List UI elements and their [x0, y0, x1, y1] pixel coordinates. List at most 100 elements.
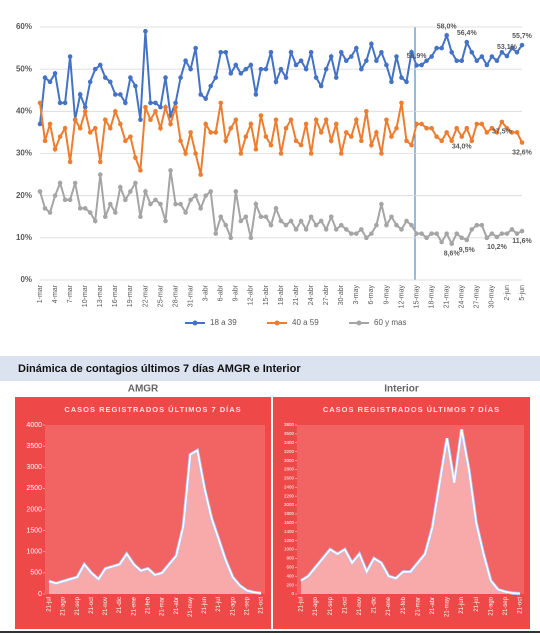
data-point: [494, 234, 500, 240]
data-point: [158, 201, 163, 207]
data-point: [198, 92, 203, 97]
y-tick-label: 60%: [16, 22, 32, 31]
data-point: [519, 42, 525, 48]
data-point: [233, 117, 239, 123]
panel-title: AMGR: [128, 384, 159, 395]
data-point: [389, 134, 394, 139]
x-tick-label: 28-mar: [172, 284, 179, 307]
data-point: [474, 121, 480, 127]
data-point: [384, 222, 389, 228]
data-point: [77, 92, 83, 97]
data-point: [394, 54, 399, 59]
data-point: [273, 206, 279, 211]
y-tick-label: 2800: [284, 467, 295, 472]
x-tick-label: 10-mar: [82, 284, 89, 307]
data-point: [52, 146, 58, 152]
data-point: [489, 125, 495, 131]
data-point: [464, 125, 470, 131]
x-tick-label: 21-sep: [503, 596, 509, 615]
data-point: [293, 62, 299, 68]
data-point: [268, 222, 274, 228]
data-point: [464, 39, 470, 45]
data-point: [213, 75, 219, 80]
x-tick-label: 21-jun: [202, 597, 208, 614]
data-point: [153, 109, 158, 114]
data-point: [198, 172, 203, 177]
data-label: 34,0%: [452, 143, 473, 150]
x-tick-label: 21-nov: [357, 597, 363, 615]
y-tick-label: 3400: [284, 440, 295, 445]
data-point: [374, 130, 379, 135]
data-point: [374, 58, 379, 64]
data-point: [429, 231, 434, 236]
data-point: [504, 125, 510, 131]
y-tick-label: 2600: [284, 476, 295, 481]
x-tick-label: 21-ene: [386, 596, 392, 615]
data-point: [434, 134, 439, 139]
data-point: [198, 206, 203, 211]
data-point: [208, 130, 214, 135]
data-point: [444, 130, 449, 135]
x-tick-label: 21-mar: [415, 597, 421, 616]
data-point: [414, 63, 419, 68]
y-tick-label: 1000: [284, 547, 295, 552]
data-point: [399, 227, 404, 232]
x-tick-label: 21-dic: [117, 597, 123, 613]
data-point: [333, 227, 339, 232]
data-point: [389, 214, 394, 220]
data-point: [62, 100, 68, 106]
data-point: [228, 71, 234, 76]
data-point: [188, 130, 193, 135]
data-point: [359, 227, 364, 232]
data-point: [128, 134, 133, 139]
data-point: [208, 83, 214, 89]
data-point: [343, 130, 349, 135]
data-point: [223, 50, 229, 55]
y-tick-label: 50%: [16, 64, 32, 73]
data-point: [499, 231, 505, 236]
data-point: [313, 75, 319, 80]
panel-title: Interior: [384, 384, 419, 395]
data-point: [183, 58, 188, 64]
data-point: [424, 58, 429, 64]
data-point: [82, 109, 88, 114]
data-point: [243, 66, 249, 72]
data-point: [168, 168, 173, 173]
data-point: [369, 231, 374, 236]
x-tick-label: 21-jun: [459, 597, 465, 614]
data-point: [138, 168, 143, 173]
data-label: 11,6%: [512, 238, 532, 245]
data-point: [188, 66, 193, 72]
x-tick-label: 12-may: [398, 285, 405, 309]
data-point: [499, 50, 505, 55]
data-point: [318, 83, 324, 89]
data-point: [434, 45, 439, 51]
x-tick-label: 21-may: [444, 285, 451, 309]
data-point: [509, 45, 515, 51]
y-tick-label: 3500: [26, 443, 42, 450]
y-tick-label: 600: [286, 565, 294, 570]
data-point: [268, 50, 274, 55]
y-tick-label: 200: [286, 582, 294, 587]
data-point: [52, 193, 58, 198]
x-tick-label: 1-mar: [37, 284, 44, 303]
x-tick-label: 9-may: [383, 285, 390, 305]
y-tick-label: 1600: [284, 520, 295, 525]
data-point: [47, 210, 53, 215]
data-point: [67, 54, 73, 59]
data-point: [97, 159, 103, 165]
data-label: 9,5%: [459, 247, 476, 254]
data-point: [449, 50, 455, 55]
data-point: [248, 62, 254, 68]
data-point: [238, 151, 244, 156]
area: [49, 450, 261, 594]
data-point: [213, 231, 219, 236]
data-point: [429, 125, 434, 131]
data-point: [364, 58, 369, 64]
data-label: 10,2%: [487, 244, 508, 251]
data-point: [138, 214, 143, 220]
x-tick-label: 2-jun: [504, 285, 511, 301]
data-point: [263, 134, 269, 139]
data-point: [173, 201, 178, 207]
